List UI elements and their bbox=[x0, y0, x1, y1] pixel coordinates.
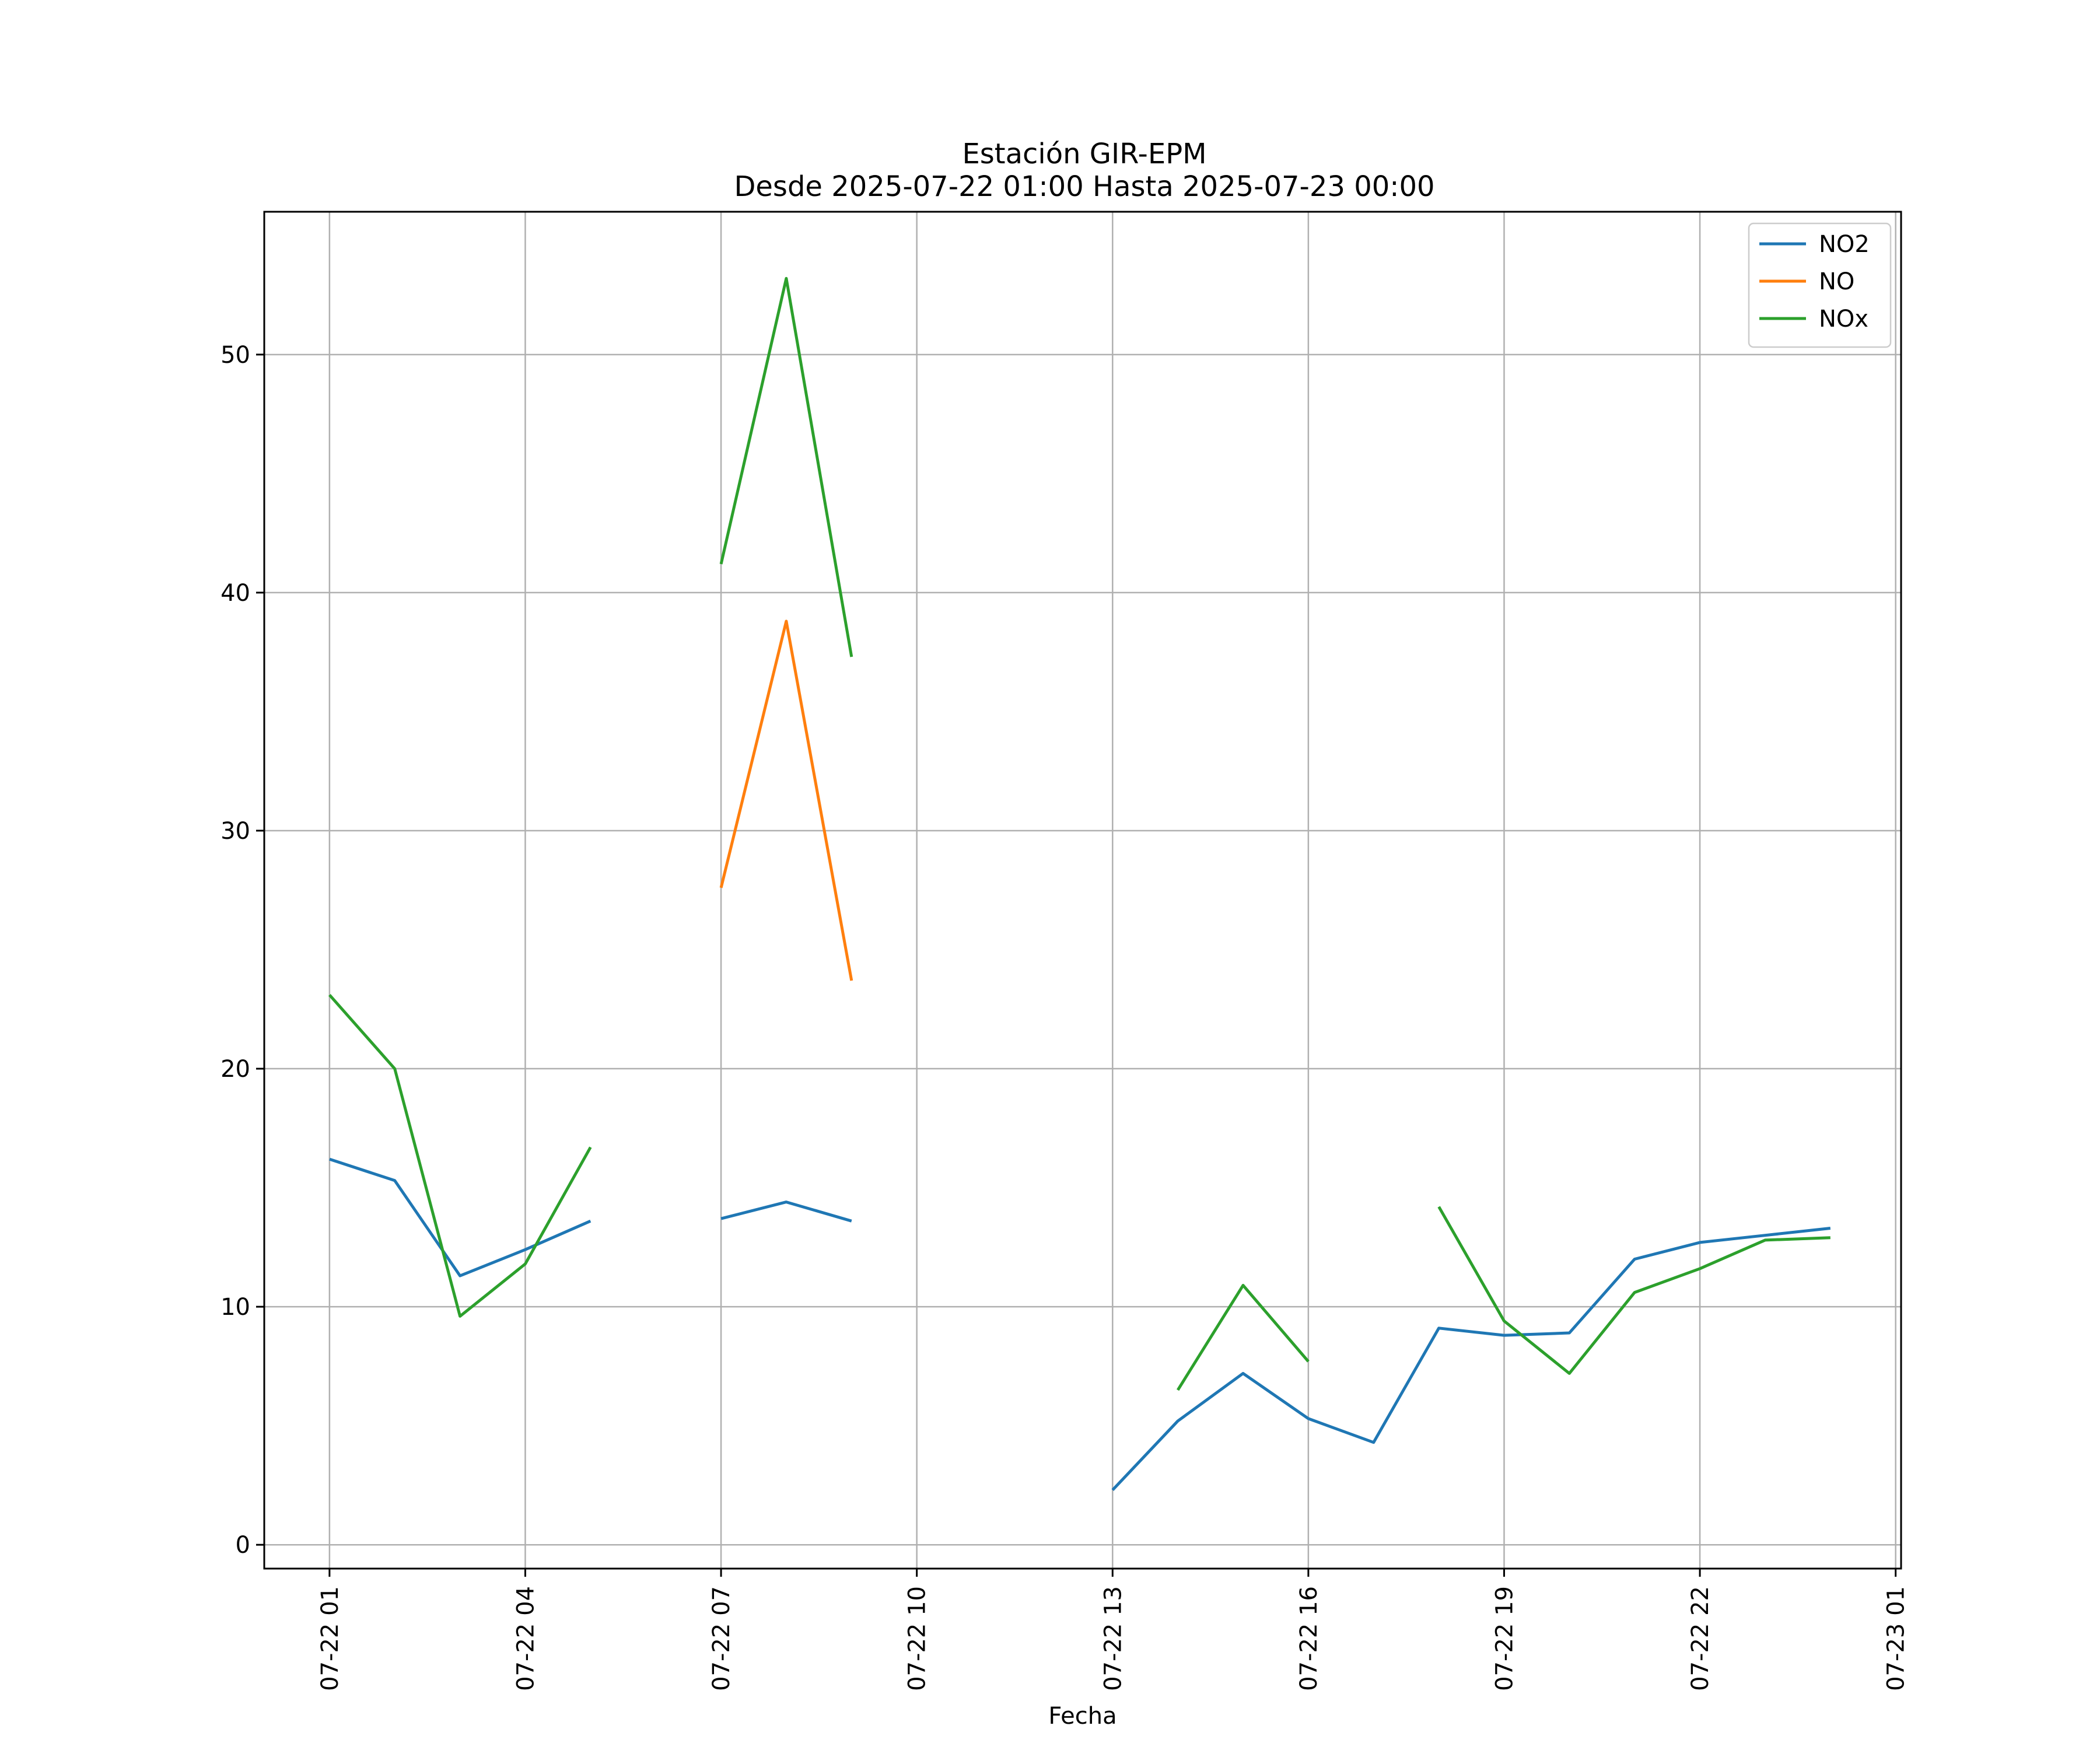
y-tick-label: 0 bbox=[236, 1532, 250, 1559]
y-tick-label: 10 bbox=[220, 1294, 250, 1321]
legend: NO2 NO NOx bbox=[1748, 222, 1892, 348]
series-layer bbox=[328, 276, 1831, 1492]
plot-frame bbox=[263, 211, 1902, 1570]
y-tick-label: 30 bbox=[220, 818, 250, 845]
x-tick-label: 07-22 04 bbox=[512, 1586, 539, 1691]
y-tick-label: 40 bbox=[220, 580, 250, 607]
legend-box bbox=[1748, 222, 1892, 348]
series-line-nox bbox=[328, 276, 1831, 1391]
x-tick-label: 07-22 19 bbox=[1491, 1586, 1518, 1691]
series-line-no bbox=[719, 620, 853, 981]
x-tick-label: 07-23 01 bbox=[1883, 1586, 1910, 1691]
series-line-no2 bbox=[329, 1157, 1831, 1492]
chart-subtitle: Desde 2025-07-22 01:00 Hasta 2025-07-23 … bbox=[734, 170, 1434, 203]
axis-ticks: 07-22 01 07-22 04 07-22 07 07-22 10 07-22 13… bbox=[220, 342, 1910, 1691]
y-tick-label: 50 bbox=[220, 342, 250, 369]
legend-label-nox: NOx bbox=[1819, 306, 1868, 332]
x-tick-label: 07-22 07 bbox=[708, 1586, 735, 1691]
chart-title: Estación GIR-EPM bbox=[962, 138, 1206, 170]
x-tick-label: 07-22 22 bbox=[1687, 1586, 1714, 1691]
legend-label-no: NO bbox=[1819, 268, 1854, 295]
x-tick-label: 07-22 16 bbox=[1296, 1586, 1322, 1691]
legend-label-no2: NO2 bbox=[1819, 231, 1870, 258]
x-tick-label: 07-22 10 bbox=[904, 1586, 931, 1691]
x-tick-label: 07-22 13 bbox=[1100, 1586, 1126, 1691]
x-axis-label: Fecha bbox=[1048, 1703, 1116, 1730]
y-tick-label: 20 bbox=[220, 1056, 250, 1083]
x-tick-label: 07-22 01 bbox=[317, 1586, 344, 1691]
grid bbox=[264, 212, 1901, 1569]
